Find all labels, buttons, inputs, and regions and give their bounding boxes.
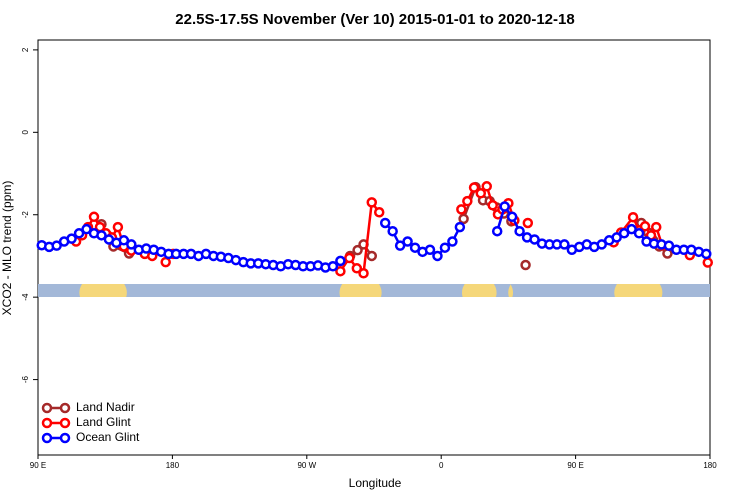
x-tick-label: 90 E [567, 461, 583, 470]
data-point [394, 240, 406, 251]
data-point [701, 248, 712, 260]
data-point [596, 239, 607, 250]
chart-title: 22.5S-17.5S November (Ver 10) 2015-01-01… [175, 11, 574, 28]
legend-marker [41, 417, 53, 429]
legend-label: Land Nadir [76, 400, 135, 414]
data-point [112, 221, 124, 233]
data-point [118, 235, 130, 246]
x-tick-label: 180 [703, 461, 717, 470]
data-point [366, 197, 378, 208]
data-point [160, 256, 171, 268]
x-tick-label: 90 W [297, 461, 316, 470]
data-point [351, 263, 363, 274]
data-point [409, 242, 421, 253]
data-point [468, 182, 480, 193]
data-point [514, 225, 525, 237]
data-point [618, 228, 630, 239]
legend-marker [59, 402, 71, 414]
data-point [51, 240, 62, 251]
land-band [79, 284, 127, 297]
data-point [73, 228, 85, 239]
x-tick-label: 180 [166, 461, 180, 470]
x-axis-label: Longitude [349, 476, 402, 490]
land-band [461, 284, 497, 297]
data-point [481, 181, 492, 192]
data-point [344, 252, 355, 264]
land-band [508, 284, 514, 297]
data-point [522, 217, 534, 229]
y-tick-label: -4 [21, 293, 30, 301]
data-point [335, 265, 346, 277]
land-band [339, 284, 382, 297]
data-point [126, 239, 137, 250]
legend-marker [41, 432, 53, 444]
data-point [387, 225, 398, 237]
x-tick-label: 0 [439, 461, 444, 470]
data-point [611, 232, 622, 243]
data-point [499, 201, 510, 212]
data-point [447, 236, 458, 247]
data-point [432, 250, 443, 262]
x-tick-label: 90 E [30, 461, 46, 470]
data-point [506, 211, 518, 223]
data-point [627, 211, 639, 223]
data-point [559, 239, 570, 250]
data-point [81, 223, 92, 235]
data-point [88, 211, 100, 223]
data-point [663, 240, 675, 251]
data-point [702, 257, 714, 268]
data-point [335, 255, 346, 267]
data-point [358, 268, 369, 279]
y-tick-label: -6 [21, 375, 30, 383]
data-point [96, 230, 107, 241]
data-point [379, 217, 391, 229]
data-point [366, 250, 378, 262]
data-point [424, 244, 436, 256]
data-point [458, 213, 469, 225]
legend-label: Ocean Glint [76, 430, 140, 444]
legend-marker [59, 417, 71, 429]
data-point [373, 207, 385, 218]
data-point [639, 221, 651, 232]
data-point [626, 223, 637, 235]
data-point [491, 225, 503, 237]
data-point [633, 228, 645, 239]
land-band [614, 284, 663, 297]
y-tick-label: 2 [21, 47, 30, 52]
data-point [439, 242, 451, 253]
data-point [487, 200, 498, 211]
data-point [456, 204, 467, 215]
legend-marker [41, 402, 53, 414]
y-tick-label: -2 [21, 211, 30, 219]
data-point [327, 261, 339, 272]
data-point [454, 221, 466, 233]
data-point [529, 234, 540, 245]
data-point [462, 195, 473, 207]
legend-marker [59, 432, 71, 444]
data-point [475, 188, 487, 199]
y-axis-label: XCO2 - MLO trend (ppm) [0, 181, 14, 316]
legend-label: Land Glint [76, 415, 131, 429]
data-point [650, 221, 662, 233]
y-tick-label: 0 [21, 130, 30, 135]
data-point [402, 236, 413, 247]
data-point [520, 259, 531, 271]
data-point [66, 233, 77, 244]
data-point [352, 244, 363, 256]
